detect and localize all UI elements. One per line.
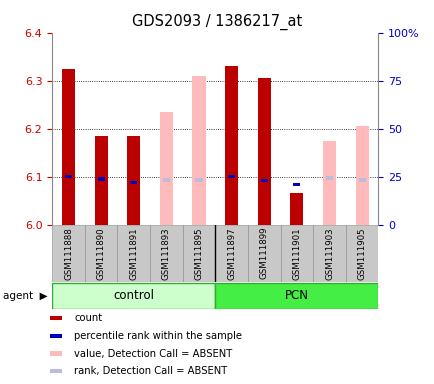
Bar — [52, 283, 215, 309]
Bar — [65, 175, 72, 178]
Bar — [257, 78, 270, 225]
Bar — [260, 179, 267, 182]
Bar — [50, 334, 62, 338]
Bar — [182, 225, 215, 282]
Text: value, Detection Call = ABSENT: value, Detection Call = ABSENT — [74, 349, 232, 359]
Bar — [162, 178, 170, 182]
Text: count: count — [74, 313, 102, 323]
Bar — [97, 177, 105, 181]
Bar — [195, 178, 202, 182]
Bar — [62, 69, 75, 225]
Bar — [50, 316, 62, 320]
Bar — [50, 351, 62, 356]
Text: GDS2093 / 1386217_at: GDS2093 / 1386217_at — [132, 13, 302, 30]
Bar — [358, 178, 365, 182]
Bar — [322, 141, 335, 225]
Text: GSM111891: GSM111891 — [129, 227, 138, 280]
Bar — [52, 225, 85, 282]
Bar — [150, 225, 182, 282]
Bar — [215, 225, 247, 282]
Text: rank, Detection Call = ABSENT: rank, Detection Call = ABSENT — [74, 366, 227, 376]
Bar — [225, 66, 238, 225]
Text: GSM111903: GSM111903 — [324, 227, 333, 280]
Bar — [117, 225, 150, 282]
Text: GSM111897: GSM111897 — [227, 227, 236, 280]
Text: PCN: PCN — [284, 289, 308, 302]
Text: GSM111899: GSM111899 — [259, 227, 268, 280]
Bar — [227, 175, 235, 178]
Text: GSM111905: GSM111905 — [357, 227, 366, 280]
Text: GSM111888: GSM111888 — [64, 227, 73, 280]
Bar — [127, 136, 140, 225]
Bar — [95, 136, 108, 225]
Bar — [85, 225, 117, 282]
Text: GSM111893: GSM111893 — [161, 227, 171, 280]
Text: GSM111901: GSM111901 — [292, 227, 301, 280]
Text: percentile rank within the sample: percentile rank within the sample — [74, 331, 242, 341]
Bar — [130, 181, 137, 184]
Bar — [355, 126, 368, 225]
Bar — [247, 225, 280, 282]
Bar — [345, 225, 378, 282]
Bar — [50, 369, 62, 373]
Text: GSM111895: GSM111895 — [194, 227, 203, 280]
Bar — [192, 76, 205, 225]
Bar — [293, 183, 300, 187]
Bar — [290, 194, 303, 225]
Bar — [159, 112, 172, 225]
Bar — [312, 225, 345, 282]
Text: agent  ▶: agent ▶ — [3, 291, 48, 301]
Bar — [215, 283, 378, 309]
Text: control: control — [113, 289, 154, 302]
Bar — [325, 176, 332, 180]
Bar — [280, 225, 312, 282]
Text: GSM111890: GSM111890 — [96, 227, 105, 280]
